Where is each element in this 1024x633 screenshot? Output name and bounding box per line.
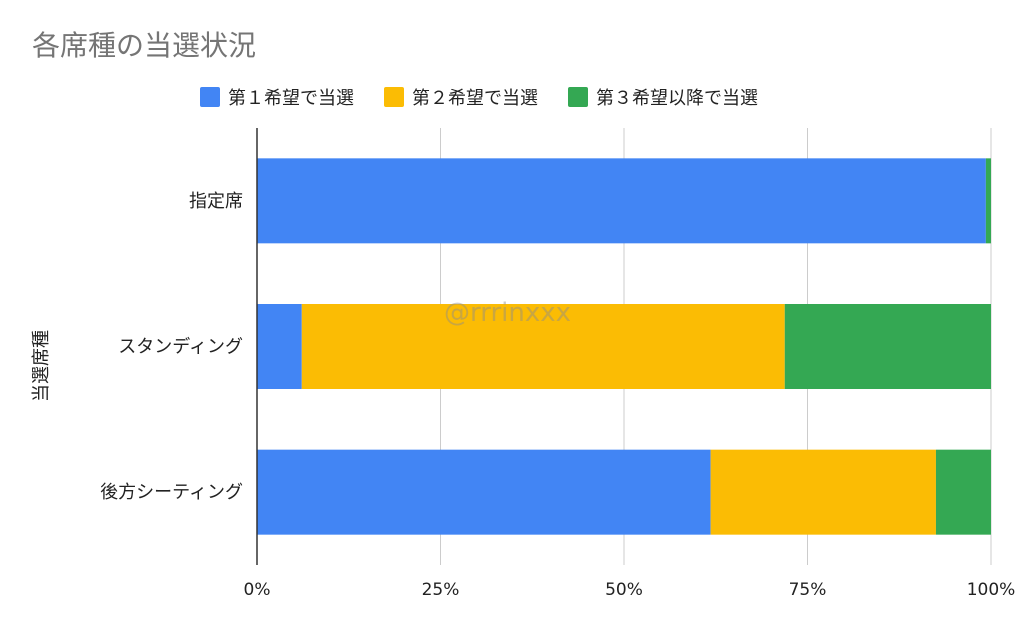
legend-label-2: 第２希望で当選: [412, 88, 538, 109]
x-tick-label-2: 50%: [605, 580, 643, 600]
bar-1-series-1: [257, 158, 986, 244]
legend-item-1: 第１希望で当選: [200, 84, 354, 110]
y-tick-label-3: 後方シーティング: [100, 482, 243, 503]
legend-label-1: 第１希望で当選: [228, 88, 354, 109]
x-tick-label-3: 75%: [789, 580, 827, 600]
x-tick-label-0: 0%: [244, 580, 271, 600]
bar-1-series-3: [985, 158, 991, 244]
x-tick-label-1: 25%: [422, 580, 460, 600]
legend-label-3: 第３希望以降で当選: [596, 88, 758, 109]
bar-2-series-2: [301, 304, 785, 389]
legend-swatch-1: [200, 87, 220, 107]
bar-3-series-2: [710, 449, 936, 535]
bar-3-series-1: [257, 449, 711, 535]
legend-swatch-3: [568, 87, 588, 107]
legend-swatch-2: [384, 87, 404, 107]
y-tick-label-1: 指定席: [189, 191, 243, 212]
chart-legend: 第１希望で当選 第２希望で当選 第３希望以降で当選: [200, 84, 758, 110]
x-tick-label-4: 100%: [967, 580, 1016, 600]
legend-item-3: 第３希望以降で当選: [568, 84, 758, 110]
bar-2-series-1: [257, 304, 302, 389]
bar-3-series-3: [935, 449, 991, 535]
y-tick-label-2: スタンディング: [118, 337, 243, 358]
legend-item-2: 第２希望で当選: [384, 84, 538, 110]
bar-2-series-3: [784, 304, 991, 389]
watermark: @rrrinxxx: [444, 298, 572, 328]
chart-title: 各席種の当選状況: [32, 29, 257, 62]
